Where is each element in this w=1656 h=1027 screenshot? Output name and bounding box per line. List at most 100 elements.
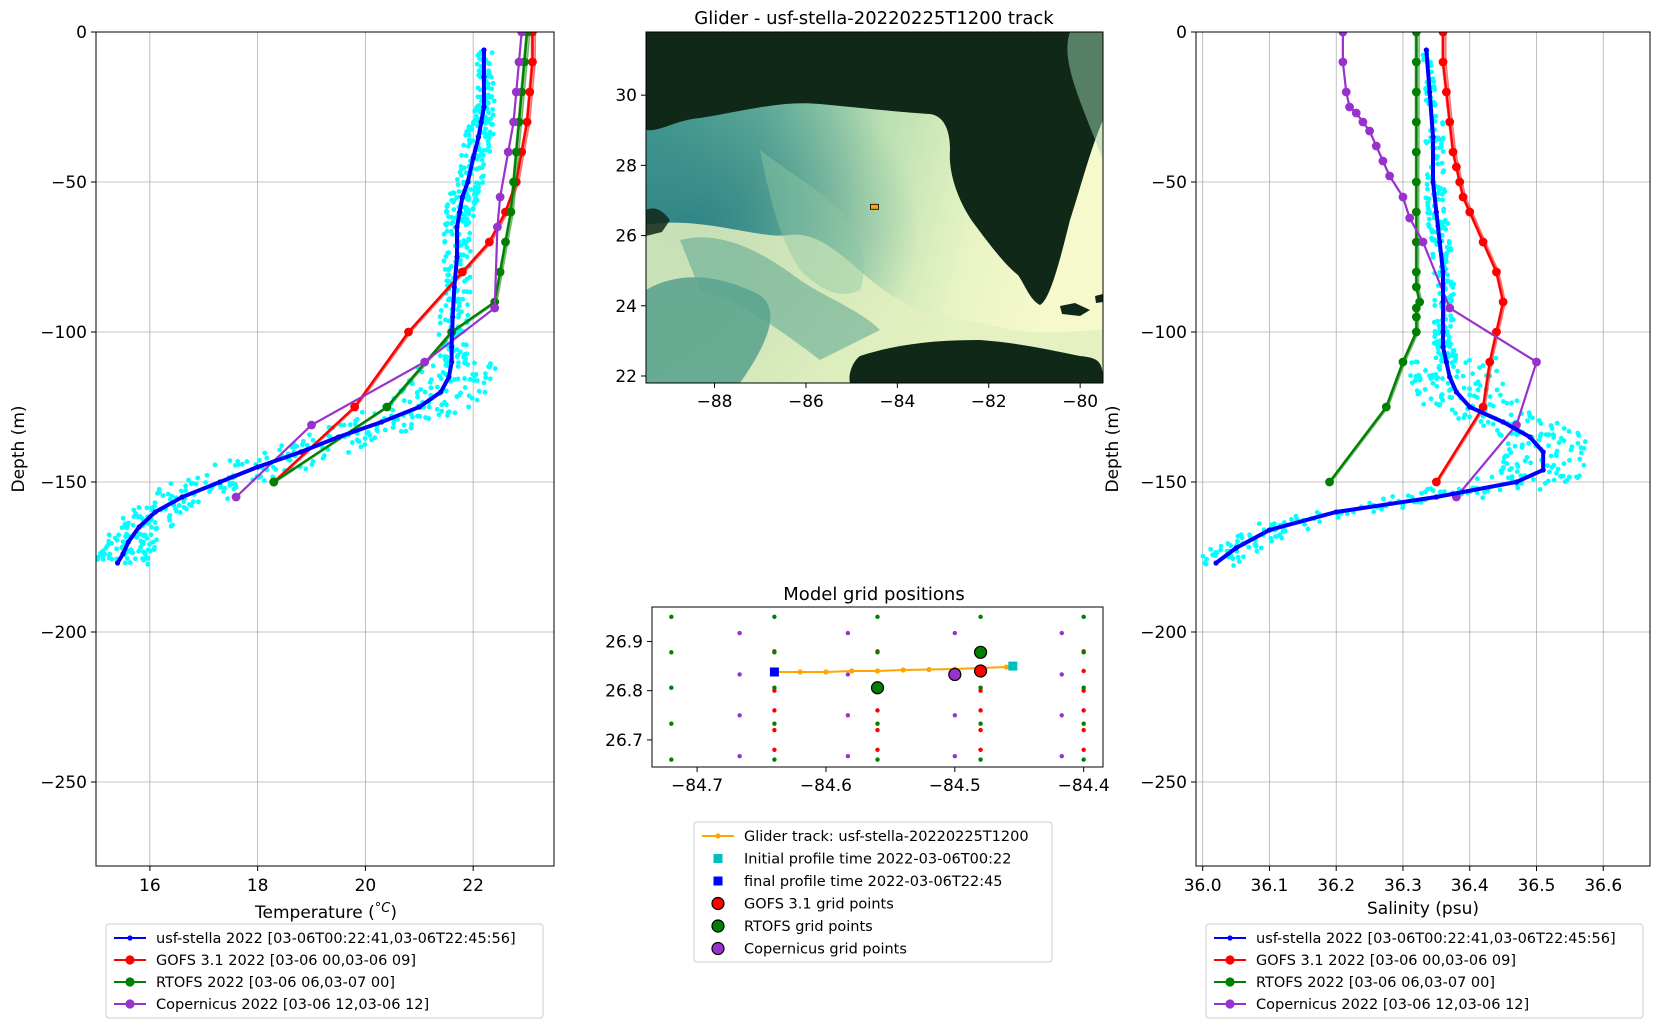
copernicus-point: [307, 420, 316, 430]
legend-label: Copernicus grid points: [744, 942, 907, 958]
glider-raw-point: [127, 560, 133, 565]
glider-raw-point: [114, 537, 120, 543]
glider-raw-point: [1451, 364, 1456, 369]
glider-raw-point: [410, 414, 415, 420]
temperature-series: [114, 32, 537, 566]
legend-marker: [125, 955, 135, 965]
glider-raw-point: [147, 542, 152, 547]
grid-positions-axes-frame: [651, 606, 1104, 768]
glider-raw-point: [1433, 355, 1439, 361]
glider-raw-point: [177, 510, 183, 515]
gofs-grid-point: [1081, 708, 1086, 713]
glider-raw-point: [451, 207, 457, 213]
rtofs-nearest-point: [973, 645, 988, 659]
x-tick-label: 16: [139, 876, 161, 896]
y-tick-label: −50: [1151, 173, 1187, 193]
glider_mean-point: [1440, 299, 1446, 305]
glider-raw-point: [1447, 394, 1453, 400]
map-ticks: −88 −86 −84 −82 −80 22 24 26 28 30: [615, 86, 1098, 412]
glider-raw-point: [482, 389, 488, 395]
grid-x-tick-label: −84.5: [929, 776, 981, 796]
glider_mean-point: [454, 254, 460, 260]
glider-raw-point: [307, 432, 312, 438]
rtofs-point: [1398, 357, 1408, 367]
glider-raw-point: [1441, 224, 1447, 230]
copernicus-point: [514, 57, 524, 67]
glider-raw-point: [1230, 556, 1236, 562]
glider-raw-point: [1500, 381, 1506, 387]
glider-raw-point: [456, 360, 461, 366]
glider-raw-point: [1390, 494, 1396, 499]
glider-raw-point: [347, 422, 353, 428]
copernicus-point: [1532, 357, 1541, 367]
glider_mean-point: [1333, 509, 1339, 515]
glider-raw-point: [484, 132, 490, 137]
glider-raw-point: [1449, 298, 1454, 303]
glider-raw-point: [1578, 450, 1584, 456]
glider-raw-point: [1495, 427, 1500, 433]
glider-raw-point: [486, 60, 492, 66]
legend-label: GOFS 3.1 2022 [03-06 00,03-06 09]: [1256, 953, 1516, 969]
glider_mean-point: [1437, 239, 1443, 245]
glider_mean-point: [120, 551, 126, 557]
glider-raw-point: [1434, 383, 1440, 389]
rtofs-point: [1325, 477, 1334, 487]
glider_mean-point: [451, 284, 457, 290]
glider-raw-point: [1432, 100, 1437, 106]
glider-raw-point: [1506, 475, 1511, 481]
glider-raw-point: [1582, 439, 1588, 445]
glider-raw-point: [1520, 442, 1525, 448]
rtofs-grid-point: [669, 685, 674, 690]
glider-raw-point: [144, 505, 150, 511]
glider-raw-point: [1490, 421, 1496, 427]
salinity-profile-panel: 36.0 36.1 36.2 36.3 36.4 36.5 36.6 0 −50 −100 −150…: [1103, 23, 1651, 1019]
glider-raw-point: [173, 506, 178, 512]
glider_mean-point: [1430, 134, 1436, 140]
gofs-point: [1478, 402, 1488, 412]
glider-raw-point: [1566, 474, 1572, 480]
glider-raw-point: [1420, 52, 1426, 58]
legend-label: RTOFS grid points: [744, 919, 873, 935]
glider-raw-point: [141, 533, 147, 539]
glider-raw-point: [382, 427, 388, 433]
rtofs-point: [1411, 267, 1421, 277]
glider-raw-point: [477, 56, 482, 61]
glider-raw-point: [445, 297, 451, 303]
glider-raw-point: [1454, 374, 1460, 380]
glider-raw-point: [1578, 445, 1584, 450]
grid-points: [669, 614, 1086, 762]
glider_mean-point: [1266, 527, 1273, 533]
glider-raw-point: [1423, 86, 1428, 92]
glider-raw-point: [467, 377, 473, 382]
glider-raw-point: [1433, 331, 1439, 337]
glider-position-marker: [870, 203, 879, 210]
glider-raw-point: [428, 385, 434, 391]
glider-raw-point: [471, 360, 477, 366]
x-tick-label: 36.5: [1518, 876, 1556, 896]
glider_mean-point: [1467, 404, 1473, 410]
glider-raw-point: [490, 112, 496, 118]
rtofs-point: [1411, 282, 1421, 292]
y-tick-label: −150: [40, 473, 87, 493]
glider_mean-point: [1440, 269, 1446, 275]
copernicus-point: [1338, 32, 1348, 37]
glider-raw-point: [443, 303, 449, 309]
gofs-grid-point: [875, 747, 880, 752]
glider-raw-point: [309, 462, 315, 467]
glider-raw-point: [474, 397, 480, 403]
copernicus-point: [1418, 237, 1428, 247]
glider-raw-point: [407, 399, 413, 405]
glider-raw-point: [446, 409, 452, 415]
salinity-ticks: 36.0 36.1 36.2 36.3 36.4 36.5 36.6 0 −50 −100 −150…: [1140, 23, 1622, 896]
copernicus-point: [420, 357, 430, 367]
glider-raw-point: [1236, 559, 1242, 564]
gofs-point: [528, 57, 537, 67]
glider-raw-point: [1426, 216, 1432, 222]
glider-raw-point: [462, 376, 467, 381]
glider-raw-point: [463, 170, 469, 176]
legend-label: Copernicus 2022 [03-06 12,03-06 12]: [1256, 997, 1529, 1013]
glider-raw-point: [321, 453, 327, 459]
glider-raw-point: [437, 353, 443, 359]
glider-raw-point: [136, 548, 142, 554]
glider-raw-point: [487, 148, 493, 154]
